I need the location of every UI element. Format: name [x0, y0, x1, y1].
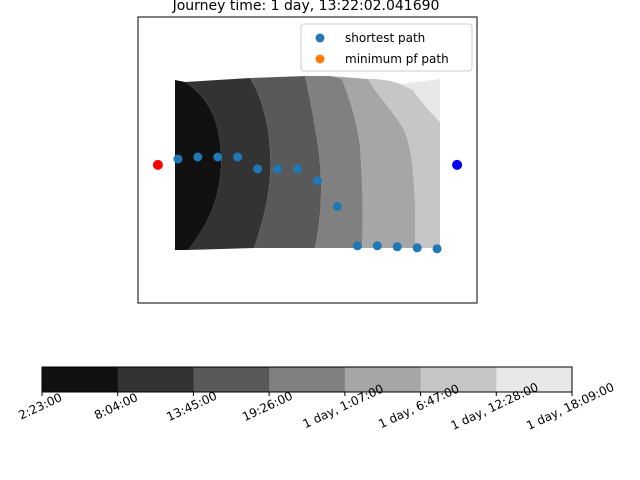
- shortest-path-point-11: [392, 242, 402, 252]
- chart-title: Journey time: 1 day, 13:22:02.041690: [172, 0, 440, 14]
- shortest-path-point-10: [372, 241, 382, 251]
- axes-frame: [137, 16, 478, 304]
- shortest-path-point-1: [193, 152, 203, 162]
- shortest-path-point-12: [412, 243, 422, 253]
- legend: shortest path minimum pf path: [300, 23, 473, 72]
- shortest-path-point-7: [313, 176, 322, 186]
- colorbar: 2:23:00 8:04:00 13:45:00 19:26:00 1 day, 1:0…: [16, 366, 616, 433]
- contour-band-5: [330, 76, 415, 248]
- colorbar-tick-label-3: 19:26:00: [240, 389, 295, 424]
- marker-layer: [152, 152, 463, 254]
- legend-label-shortest-path: shortest path: [345, 31, 425, 45]
- shortest-path-point-2: [213, 152, 223, 162]
- legend-label-minimum-pf-path: minimum pf path: [345, 52, 449, 66]
- shortest-path-point-5: [273, 164, 283, 174]
- contour-band-2: [185, 78, 271, 250]
- shortest-path-point-8: [332, 201, 342, 211]
- colorbar-segment-0: [42, 367, 119, 392]
- colorbar-frame: [41, 366, 573, 393]
- legend-box: [300, 23, 473, 72]
- colorbar-segment-3: [269, 367, 346, 392]
- shortest-path-point-3: [233, 152, 243, 162]
- colorbar-segment-6: [496, 367, 573, 392]
- contour-band-4: [305, 76, 363, 248]
- colorbar-tick-label-0: 2:23:00: [16, 390, 64, 422]
- shortest-path-point-0: [173, 154, 183, 164]
- main-axes: [137, 16, 478, 304]
- contour-band-7: [400, 79, 440, 122]
- contour-band-3: [250, 76, 322, 248]
- colorbar-segment-4: [344, 367, 422, 392]
- legend-marker-shortest-path: [315, 33, 325, 43]
- end-point-marker: [452, 159, 463, 170]
- shortest-path-point-13: [432, 244, 442, 254]
- contour-field: [175, 76, 440, 250]
- shortest-path-point-9: [352, 241, 362, 251]
- colorbar-segment-1: [117, 367, 194, 392]
- shortest-path-point-6: [293, 164, 302, 174]
- colorbar-segments: [42, 367, 573, 392]
- colorbar-segment-5: [420, 367, 497, 392]
- contour-band-1: [175, 80, 222, 250]
- colorbar-segment-2: [193, 367, 270, 392]
- contour-band-6: [368, 79, 440, 248]
- start-point-marker: [152, 159, 163, 170]
- shortest-path-point-4: [253, 164, 263, 174]
- legend-marker-minimum-pf-path: [315, 54, 325, 64]
- colorbar-tick-label-2: 13:45:00: [164, 389, 219, 424]
- colorbar-tick-label-1: 8:04:00: [92, 390, 140, 422]
